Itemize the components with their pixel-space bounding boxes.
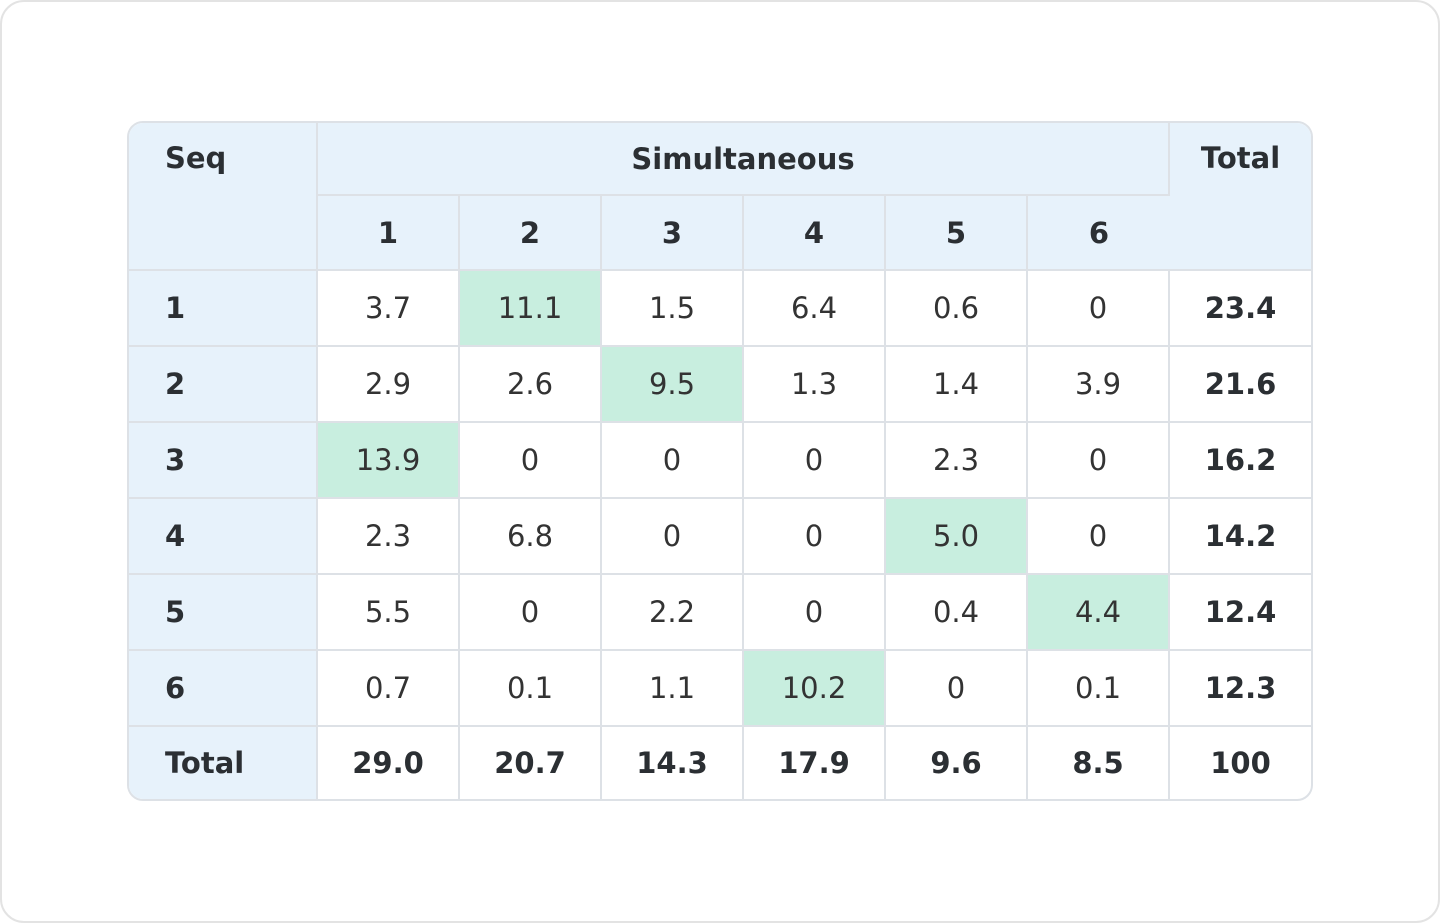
column-header: 2 [460, 196, 602, 271]
cell: 0.6 [886, 271, 1028, 348]
row-header: 4 [129, 499, 318, 576]
cell: 0.1 [460, 651, 602, 728]
grand-total: 100 [1210, 746, 1271, 781]
corner-header: Seq [129, 123, 318, 271]
row-total: 12.3 [1170, 651, 1311, 728]
cell: 0.7 [318, 651, 460, 728]
row: 3 13.9 0 0 0 2.3 0 16.2 [129, 423, 1311, 500]
row-total: 14.2 [1170, 499, 1311, 576]
cell: 11.1 [460, 271, 602, 348]
row-total: 23.4 [1170, 271, 1311, 348]
cell: 0.1 [1028, 651, 1171, 728]
cell: 2.3 [318, 499, 460, 576]
column-total: 20.7 [460, 727, 602, 799]
row: 1 3.7 11.1 1.5 6.4 0.6 0 23.4 [129, 271, 1311, 348]
cell: 0 [886, 651, 1028, 728]
column-header: 6 [1028, 196, 1171, 271]
row-total: 12.4 [1170, 575, 1311, 652]
column-total: 8.5 [1028, 727, 1171, 799]
row-header: 6 [129, 651, 318, 728]
row-header: 3 [129, 423, 318, 500]
cell: 1.5 [602, 271, 744, 348]
cell: 0 [460, 423, 602, 500]
cell: 0 [744, 575, 886, 652]
cell: 10.2 [744, 651, 886, 728]
column-total: 14.3 [602, 727, 744, 799]
row-header: Total [129, 727, 318, 799]
column-total: 29.0 [318, 727, 460, 799]
row-total: 16.2 [1170, 423, 1311, 500]
cell: 2.2 [602, 575, 744, 652]
cell: 0 [1028, 423, 1171, 500]
cell: 0.4 [886, 575, 1028, 652]
row-header: 2 [129, 347, 318, 424]
cell: 6.4 [744, 271, 886, 348]
cell: 0 [460, 575, 602, 652]
cell: 9.5 [602, 347, 744, 424]
cell: 2.6 [460, 347, 602, 424]
cell: 6.8 [460, 499, 602, 576]
column-header: 5 [886, 196, 1028, 271]
column-total: 9.6 [886, 727, 1028, 799]
cell: 1.3 [744, 347, 886, 424]
column-header: 1 [318, 196, 460, 271]
row-header: 1 [129, 271, 318, 348]
cell: 0 [744, 499, 886, 576]
cell: 0 [1028, 271, 1171, 348]
total-header: Total [1170, 123, 1311, 271]
cell: 4.4 [1028, 575, 1171, 652]
row-total: 21.6 [1170, 347, 1311, 424]
cell: 0 [602, 499, 744, 576]
cell: 0 [1028, 499, 1171, 576]
cell: 2.3 [886, 423, 1028, 500]
total-row: Total 29.0 20.7 14.3 17.9 9.6 8.5 100 [129, 727, 1311, 799]
row: 2 2.9 2.6 9.5 1.3 1.4 3.9 21.6 [129, 347, 1311, 424]
row: 4 2.3 6.8 0 0 5.0 0 14.2 [129, 499, 1311, 576]
cell: 5.5 [318, 575, 460, 652]
cell: 2.9 [318, 347, 460, 424]
row-header: 5 [129, 575, 318, 652]
cell: 5.0 [886, 499, 1028, 576]
column-total: 17.9 [744, 727, 886, 799]
cell: 3.7 [318, 271, 460, 348]
row: 6 0.7 0.1 1.1 10.2 0 0.1 12.3 [129, 651, 1311, 728]
group-header: Simultaneous [318, 123, 1171, 196]
cell: 0 [602, 423, 744, 500]
column-header: 3 [602, 196, 744, 271]
cell: 1.1 [602, 651, 744, 728]
cell: 1.4 [886, 347, 1028, 424]
column-header: 4 [744, 196, 886, 271]
cell: 0 [744, 423, 886, 500]
cell: 13.9 [318, 423, 460, 500]
row: 5 5.5 0 2.2 0 0.4 4.4 12.4 [129, 575, 1311, 652]
cell: 3.9 [1028, 347, 1171, 424]
